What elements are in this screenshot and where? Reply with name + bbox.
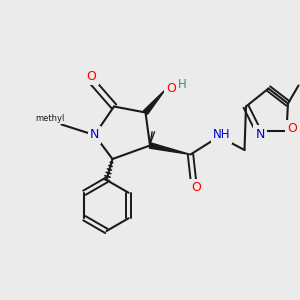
Text: N: N	[255, 128, 265, 141]
Text: methyl: methyl	[35, 114, 64, 123]
Text: O: O	[166, 82, 176, 95]
Polygon shape	[143, 90, 165, 114]
Text: O: O	[87, 70, 96, 83]
Text: H: H	[178, 78, 187, 91]
Text: NH: NH	[213, 128, 230, 142]
Text: O: O	[191, 181, 201, 194]
Polygon shape	[149, 143, 190, 154]
Text: N: N	[90, 128, 99, 142]
Text: O: O	[288, 122, 297, 136]
